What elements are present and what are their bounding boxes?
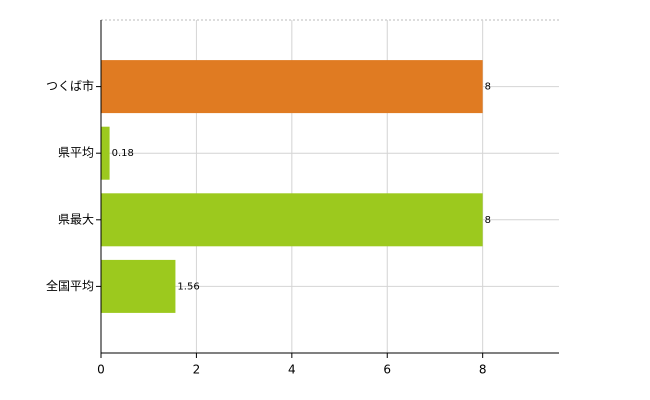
bar bbox=[101, 126, 110, 180]
bar bbox=[101, 259, 176, 313]
bar bbox=[101, 60, 483, 114]
x-tick-label: 0 bbox=[97, 363, 105, 377]
value-label: 0.18 bbox=[112, 148, 134, 159]
y-tick-label: 全国平均 bbox=[46, 278, 94, 293]
x-tick-label: 6 bbox=[383, 363, 391, 377]
x-tick-label: 2 bbox=[193, 363, 201, 377]
y-tick-label: 県最大 bbox=[58, 212, 94, 226]
value-label: 1.56 bbox=[177, 281, 199, 292]
x-tick-label: 8 bbox=[479, 363, 487, 377]
y-tick-label: つくば市 bbox=[46, 78, 94, 93]
value-label: 8 bbox=[485, 82, 491, 93]
value-label: 8 bbox=[485, 215, 491, 226]
y-tick-label: 県平均 bbox=[58, 146, 94, 160]
bar bbox=[101, 193, 483, 247]
x-tick-label: 4 bbox=[288, 363, 296, 377]
